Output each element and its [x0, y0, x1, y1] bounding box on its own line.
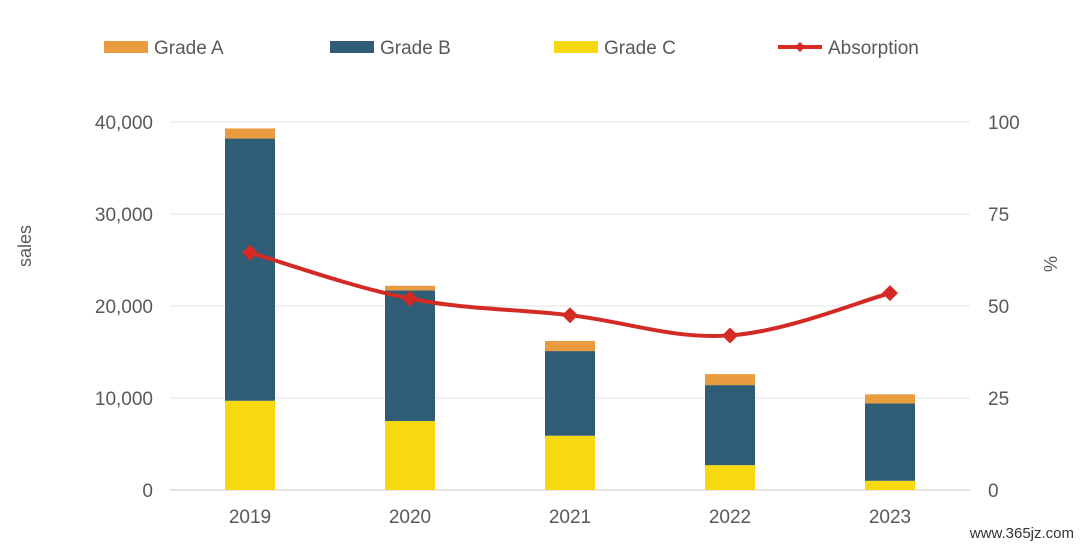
x-tick-label: 2021: [549, 507, 591, 528]
y2-axis-label: %: [1041, 256, 1061, 272]
bar-grade-c: [545, 435, 595, 490]
y-tick-label-right: 75: [988, 205, 1009, 226]
bar-grade-c: [865, 480, 915, 490]
y-tick-label-left: 10,000: [95, 389, 153, 410]
absorption-line: [248, 250, 892, 338]
x-tick-label: 2019: [229, 507, 271, 528]
y-axis-label: sales: [15, 225, 35, 267]
absorption-marker: [882, 285, 898, 302]
y-tick-label-left: 30,000: [95, 205, 153, 226]
bar-grade-c: [225, 400, 275, 490]
y-tick-label-left: 40,000: [95, 113, 153, 134]
bar-grade-a: [705, 374, 755, 386]
legend-label: Grade C: [604, 38, 676, 59]
x-tick-label: 2023: [869, 507, 911, 528]
absorption-marker: [722, 327, 738, 344]
legend-swatch: [104, 41, 148, 53]
legend-marker: [795, 42, 805, 52]
bar-grade-b: [385, 290, 435, 421]
absorption-marker: [402, 290, 418, 307]
bar-grade-c: [705, 465, 755, 490]
bar-grade-c: [385, 421, 435, 490]
absorption-marker: [562, 307, 578, 324]
bar-grade-a: [225, 128, 275, 139]
absorption-marker: [242, 244, 258, 261]
legend-label: Grade B: [380, 38, 451, 59]
y-tick-label-right: 100: [988, 113, 1020, 134]
bar-grade-b: [865, 403, 915, 481]
bar-grade-a: [865, 394, 915, 404]
bar-grade-b: [545, 351, 595, 436]
x-tick-label: 2022: [709, 507, 751, 528]
legend-label: Grade A: [154, 38, 224, 59]
y-tick-label-right: 50: [988, 297, 1009, 318]
legend-swatch: [554, 41, 598, 53]
bar-grade-a: [545, 340, 595, 352]
y-tick-label-left: 20,000: [95, 297, 153, 318]
legend-label: Absorption: [828, 38, 919, 59]
watermark-text: www.365jz.com: [969, 525, 1074, 542]
bar-grade-b: [705, 385, 755, 466]
bar-grade-a: [385, 285, 435, 291]
x-tick-label: 2020: [389, 507, 431, 528]
y-tick-label-right: 0: [988, 481, 999, 502]
y-tick-label-right: 25: [988, 389, 1009, 410]
legend-swatch: [330, 41, 374, 53]
y-tick-label-left: 0: [142, 481, 153, 502]
bar-grade-b: [225, 138, 275, 401]
